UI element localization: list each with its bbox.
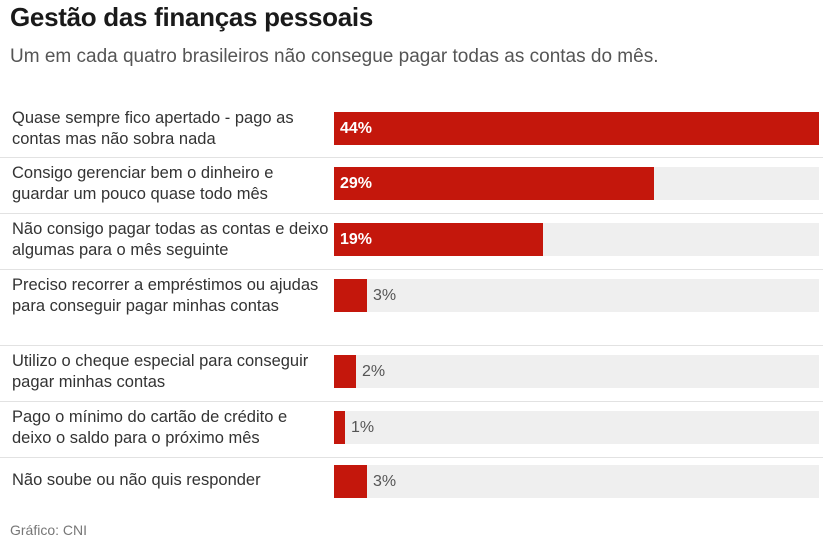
bar bbox=[334, 465, 367, 498]
bar: 29% bbox=[334, 167, 654, 200]
row-divider bbox=[0, 213, 823, 214]
chart-row: Pago o mínimo do cartão de crédito e dei… bbox=[0, 402, 823, 458]
bar-track: 29% bbox=[334, 167, 819, 200]
row-divider bbox=[0, 401, 823, 402]
chart-row: Não soube ou não quis responder 3% bbox=[0, 458, 823, 504]
category-label: Pago o mínimo do cartão de crédito e dei… bbox=[12, 408, 288, 447]
chart-row: Não consigo pagar todas as contas e deix… bbox=[0, 214, 823, 270]
chart-title: Gestão das finanças pessoais bbox=[10, 2, 373, 32]
row-divider bbox=[0, 157, 823, 158]
chart-subtitle: Um em cada quatro brasileiros não conseg… bbox=[10, 46, 659, 67]
value-label: 19% bbox=[340, 231, 373, 248]
bar-track: 2% bbox=[334, 355, 819, 388]
category-label: Consigo gerenciar bem o dinheiro e guard… bbox=[12, 164, 274, 203]
bar-track: 44% bbox=[334, 112, 819, 145]
category-label: Não consigo pagar todas as contas e deix… bbox=[12, 220, 329, 259]
value-label: 3% bbox=[373, 287, 397, 304]
chart-row: Preciso recorrer a empréstimos ou ajudas… bbox=[0, 270, 823, 346]
bar: 44% bbox=[334, 112, 819, 145]
bar-track: 19% bbox=[334, 223, 819, 256]
bar: 19% bbox=[334, 223, 543, 256]
value-label: 3% bbox=[373, 473, 397, 490]
category-label: Não soube ou não quis responder bbox=[12, 471, 261, 489]
category-label: Quase sempre fico apertado - pago as con… bbox=[12, 109, 294, 148]
value-label: 2% bbox=[362, 363, 386, 380]
category-label: Preciso recorrer a empréstimos ou ajudas… bbox=[12, 276, 319, 315]
chart-row: Utilizo o cheque especial para conseguir… bbox=[0, 346, 823, 402]
value-label: 44% bbox=[340, 120, 373, 137]
category-label: Utilizo o cheque especial para conseguir… bbox=[12, 352, 309, 391]
bar bbox=[334, 411, 345, 444]
bar-track: 1% bbox=[334, 411, 819, 444]
value-label: 29% bbox=[340, 175, 373, 192]
row-divider bbox=[0, 345, 823, 346]
chart-source: Gráfico: CNI bbox=[10, 522, 88, 538]
row-divider bbox=[0, 269, 823, 270]
bar bbox=[334, 355, 356, 388]
chart-row: Quase sempre fico apertado - pago as con… bbox=[0, 103, 823, 158]
bar-track: 3% bbox=[334, 279, 819, 312]
row-divider bbox=[0, 457, 823, 458]
bar bbox=[334, 279, 367, 312]
bar-track: 3% bbox=[334, 465, 819, 498]
chart-row: Consigo gerenciar bem o dinheiro e guard… bbox=[0, 158, 823, 214]
value-label: 1% bbox=[351, 419, 375, 436]
